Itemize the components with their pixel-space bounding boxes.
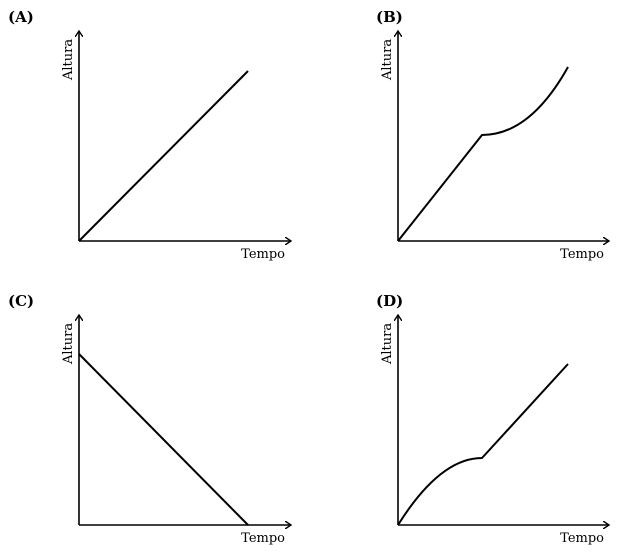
panel-c-y-label: Altura xyxy=(61,323,76,365)
panel-b-curve xyxy=(397,66,569,242)
panel-b: (B) Altura Tempo xyxy=(376,8,609,262)
panel-d-label: (D) xyxy=(376,292,403,310)
panel-a-x-label: Tempo xyxy=(241,247,285,262)
panel-c-curve xyxy=(78,353,249,526)
panel-d-y-label: Altura xyxy=(380,323,395,365)
panel-a-curve xyxy=(78,70,249,242)
panel-a-label: (A) xyxy=(8,8,34,26)
panel-c-x-label: Tempo xyxy=(241,531,285,546)
panel-a: (A) Altura Tempo xyxy=(8,8,291,262)
panel-b-x-label: Tempo xyxy=(560,247,604,262)
panel-a-y-label: Altura xyxy=(61,39,76,81)
panel-c: (C) Altura Tempo xyxy=(8,292,291,546)
panel-c-label: (C) xyxy=(8,292,34,310)
panel-b-y-label: Altura xyxy=(380,39,395,81)
panel-b-label: (B) xyxy=(376,8,403,26)
panel-d: (D) Altura Tempo xyxy=(376,292,609,546)
panel-d-curve xyxy=(397,363,569,526)
panel-d-x-label: Tempo xyxy=(560,531,604,546)
